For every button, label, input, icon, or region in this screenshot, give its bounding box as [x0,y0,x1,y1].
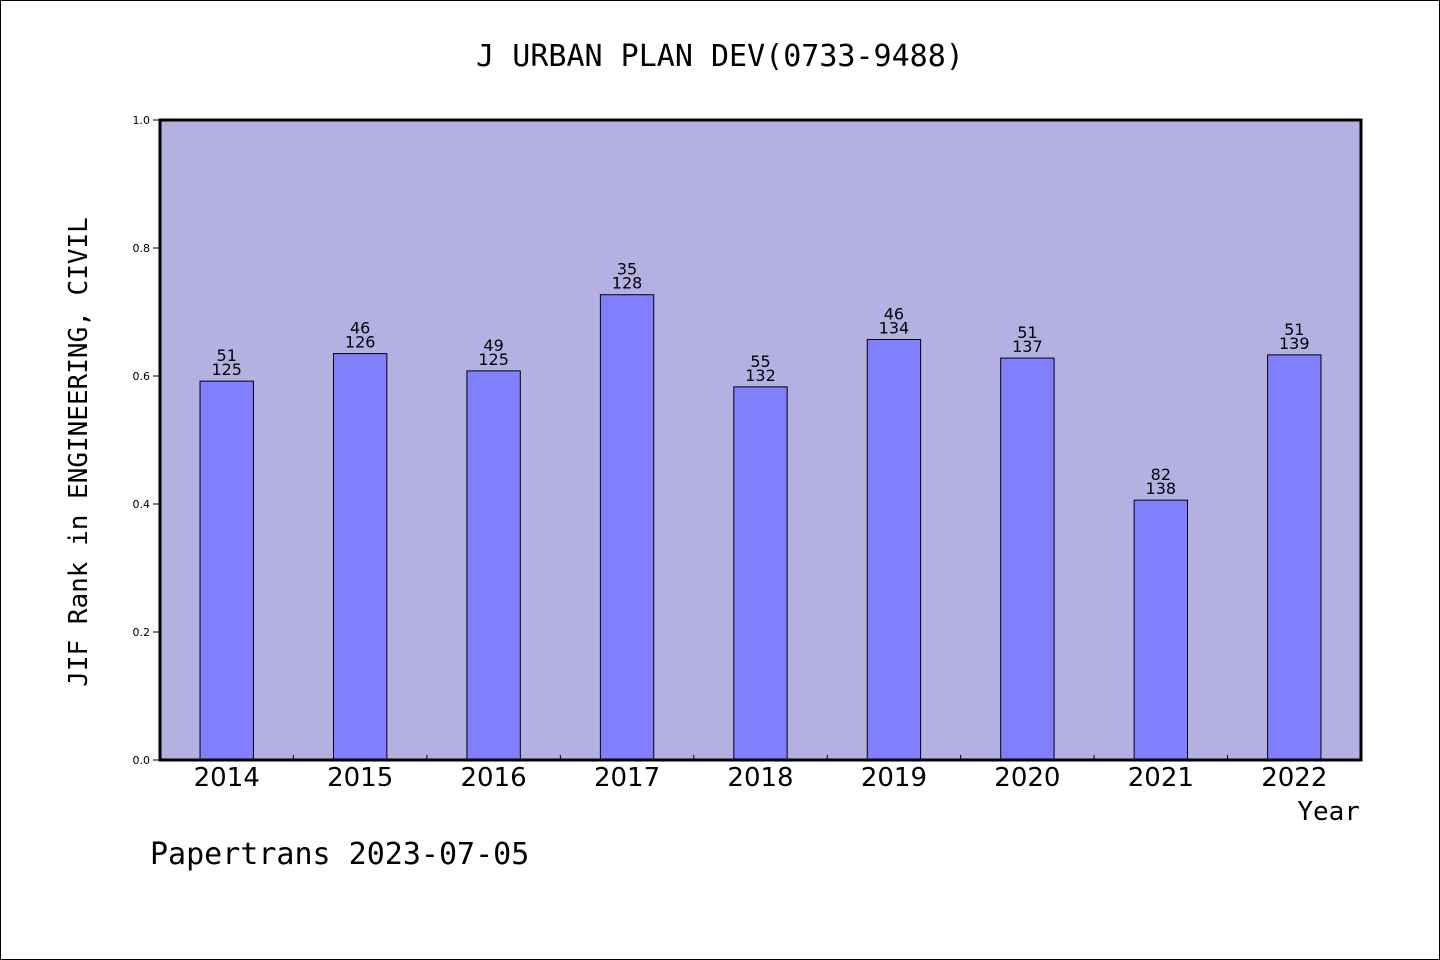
x-axis: 2014 2015 2016 2017 2018 2019 2020 2021 2022 [194,755,1327,793]
bar-total-label: 126 [345,333,376,352]
x-tick-label: 2019 [861,763,927,793]
plot-border [158,118,1363,762]
bar-2018 [733,386,788,761]
bar-rank-label: 49 [483,336,503,355]
bar-total-label: 125 [211,360,242,379]
y-axis-label: JIF Rank in ENGINEERING, CIVIL [64,217,94,687]
footer-source: Papertrans 2023-07-05 [150,837,529,872]
bar-rank-label: 46 [350,319,370,338]
y-axis: 0.0 0.2 0.4 0.6 0.8 1.0 [133,114,160,767]
bar-2016 [466,370,521,761]
bar-rank-label: 51 [1284,320,1304,339]
bar-total-label: 134 [879,319,910,338]
bar-2014 [199,380,254,761]
x-tick-label: 2021 [1128,763,1194,793]
bar-2017 [599,294,655,761]
y-tick-label: 0.6 [133,370,151,383]
x-axis-label: Year [1297,797,1360,827]
bar-rank-label: 46 [884,305,904,324]
bar-total-label: 125 [478,350,509,369]
bar-total-label: 138 [1146,479,1177,498]
x-tick-label: 2014 [194,763,260,793]
bar-2021 [1133,499,1189,761]
chart-title: J URBAN PLAN DEV(0733-9488) [476,39,964,74]
bar-rank-label: 51 [217,346,237,365]
x-tick-label: 2022 [1261,763,1327,793]
bar-total-label: 139 [1279,334,1310,353]
y-tick-label: 0.8 [133,242,151,255]
y-tick-label: 1.0 [133,114,151,127]
x-tick-label: 2015 [327,763,393,793]
bar-rank-label: 51 [1017,323,1037,342]
bar-2015 [332,353,388,761]
x-tick-label: 2016 [461,763,527,793]
bar-rank-label: 55 [750,352,770,371]
y-tick-label: 0.0 [133,754,151,767]
bar-rank-label: 35 [617,260,637,279]
x-tick-label: 2018 [727,763,793,793]
bar-2020 [1000,357,1055,761]
bar-rank-label: 82 [1151,465,1171,484]
bar-2022 [1267,354,1322,761]
bar-total-label: 128 [612,274,643,293]
bar-total-label: 132 [745,366,776,385]
bar-total-label: 137 [1012,337,1043,356]
y-tick-label: 0.2 [133,626,151,639]
bars-layer [199,294,1322,761]
bar-2019 [866,339,922,761]
y-tick-label: 0.4 [133,498,151,511]
x-tick-label: 2017 [594,763,660,793]
x-tick-label: 2020 [994,763,1060,793]
